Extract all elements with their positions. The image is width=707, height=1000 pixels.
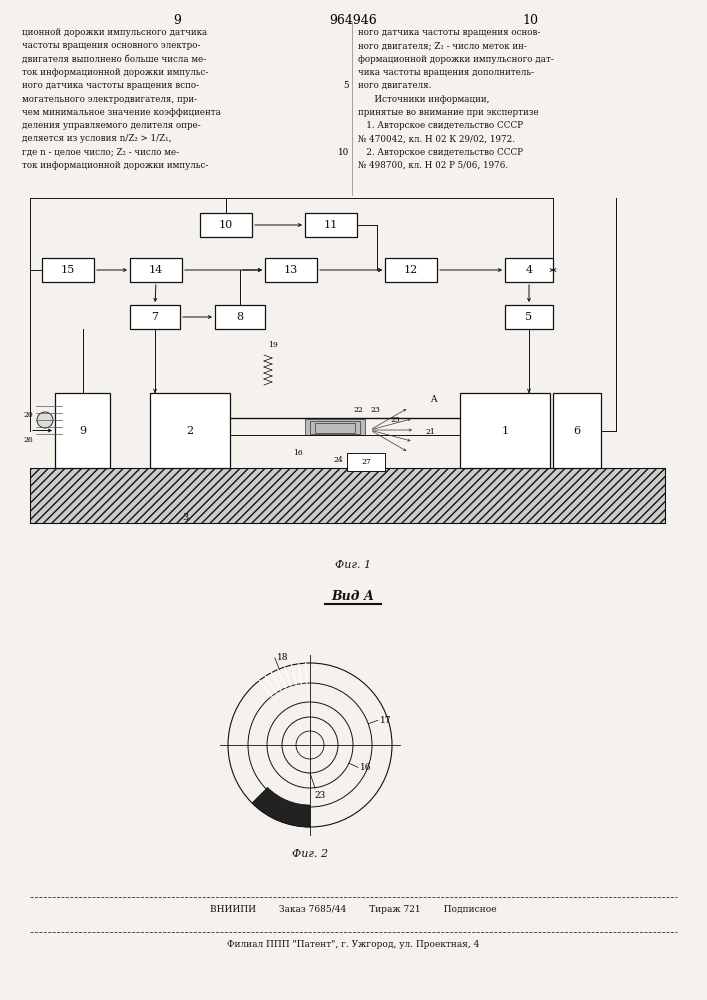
- Text: 16: 16: [360, 763, 372, 772]
- Text: 19: 19: [268, 341, 278, 349]
- Text: 10: 10: [219, 220, 233, 230]
- Text: Вид А: Вид А: [332, 590, 375, 603]
- Text: 23: 23: [315, 791, 326, 800]
- Bar: [310, 420, 360, 434]
- Bar: [30, 468, 665, 523]
- Text: ного двигателя; Z₁ - число меток ин-: ного двигателя; Z₁ - число меток ин-: [358, 41, 527, 50]
- Text: Фиг. 1: Фиг. 1: [335, 560, 371, 570]
- Text: A: A: [430, 395, 436, 404]
- Text: 3: 3: [182, 514, 188, 522]
- Text: двигателя выполнено больше числа ме-: двигателя выполнено больше числа ме-: [22, 55, 206, 64]
- Bar: [130, 258, 182, 282]
- Text: 17: 17: [380, 716, 391, 725]
- Bar: [200, 213, 252, 237]
- Text: № 498700, кл. Н 02 Р 5/06, 1976.: № 498700, кл. Н 02 Р 5/06, 1976.: [358, 161, 508, 170]
- Text: 14: 14: [149, 265, 163, 275]
- Text: 18: 18: [276, 653, 288, 662]
- Circle shape: [37, 412, 53, 428]
- Bar: [553, 393, 601, 468]
- Text: 11: 11: [324, 220, 338, 230]
- Text: 26: 26: [23, 436, 33, 444]
- Text: 10: 10: [338, 148, 349, 157]
- Text: 1: 1: [501, 426, 508, 436]
- Text: 5: 5: [525, 312, 532, 322]
- Text: принятые во внимание при экспертизе: принятые во внимание при экспертизе: [358, 108, 539, 117]
- Text: 16: 16: [293, 449, 303, 457]
- Bar: [347, 453, 385, 471]
- Text: 9: 9: [173, 14, 181, 27]
- Bar: [385, 258, 437, 282]
- Text: деляется из условия n/Z₂ > 1/Z₁,: деляется из условия n/Z₂ > 1/Z₁,: [22, 134, 172, 143]
- Bar: [42, 258, 94, 282]
- Text: ного датчика частоты вращения вспо-: ного датчика частоты вращения вспо-: [22, 81, 199, 90]
- Text: 964946: 964946: [329, 14, 377, 27]
- Text: 13: 13: [284, 265, 298, 275]
- Text: 27: 27: [361, 458, 371, 466]
- Text: ток информационной дорожки импульс-: ток информационной дорожки импульс-: [22, 161, 209, 170]
- Bar: [460, 393, 550, 468]
- Text: № 470042, кл. Н 02 К 29/02, 1972.: № 470042, кл. Н 02 К 29/02, 1972.: [358, 134, 515, 143]
- Text: деления управляемого делителя опре-: деления управляемого делителя опре-: [22, 121, 201, 130]
- Text: Филиал ППП "Патент", г. Ужгород, ул. Проектная, 4: Филиал ППП "Патент", г. Ужгород, ул. Про…: [227, 940, 479, 949]
- Bar: [55, 393, 110, 468]
- Text: 25: 25: [390, 416, 400, 424]
- Text: Источники информации,: Источники информации,: [358, 95, 489, 104]
- Text: частоты вращения основного электро-: частоты вращения основного электро-: [22, 41, 201, 50]
- Text: 8: 8: [236, 312, 244, 322]
- Text: 23: 23: [370, 406, 380, 414]
- Text: 1. Авторское свидетельство СССР: 1. Авторское свидетельство СССР: [358, 121, 523, 130]
- Text: 24: 24: [333, 456, 343, 464]
- Text: 2. Авторское свидетельство СССР: 2. Авторское свидетельство СССР: [358, 148, 523, 157]
- Text: 5: 5: [344, 81, 349, 90]
- Text: ВНИИПИ        Заказ 7685/44        Тираж 721        Подписное: ВНИИПИ Заказ 7685/44 Тираж 721 Подписное: [210, 905, 496, 914]
- Text: 22: 22: [353, 406, 363, 414]
- Bar: [305, 213, 357, 237]
- Text: 2: 2: [187, 426, 194, 436]
- Bar: [130, 305, 180, 329]
- Bar: [505, 305, 553, 329]
- Bar: [265, 258, 317, 282]
- Text: где n - целое число; Z₂ - число ме-: где n - целое число; Z₂ - число ме-: [22, 148, 179, 157]
- Text: формационной дорожки импульсного дат-: формационной дорожки импульсного дат-: [358, 55, 554, 64]
- Bar: [305, 418, 365, 434]
- Text: ного двигателя.: ного двигателя.: [358, 81, 431, 90]
- Text: 20: 20: [23, 411, 33, 419]
- Text: 12: 12: [404, 265, 418, 275]
- Text: 21: 21: [425, 428, 435, 436]
- Text: чем минимальное значение коэффициента: чем минимальное значение коэффициента: [22, 108, 221, 117]
- Bar: [150, 393, 230, 468]
- Text: ного датчика частоты вращения основ-: ного датчика частоты вращения основ-: [358, 28, 540, 37]
- Bar: [505, 258, 553, 282]
- Text: ционной дорожки импульсного датчика: ционной дорожки импульсного датчика: [22, 28, 207, 37]
- Bar: [215, 305, 265, 329]
- Text: могательного электродвигателя, при-: могательного электродвигателя, при-: [22, 95, 197, 104]
- Wedge shape: [252, 787, 310, 827]
- Text: ток информационной дорожки импульс-: ток информационной дорожки импульс-: [22, 68, 209, 77]
- Bar: [315, 422, 355, 432]
- Text: 9: 9: [79, 426, 86, 436]
- Text: 15: 15: [61, 265, 75, 275]
- Text: Фиг. 2: Фиг. 2: [292, 849, 328, 859]
- Text: 4: 4: [525, 265, 532, 275]
- Text: чика частоты вращения дополнитель-: чика частоты вращения дополнитель-: [358, 68, 534, 77]
- Text: 10: 10: [522, 14, 538, 27]
- Text: 7: 7: [151, 312, 158, 322]
- Text: 6: 6: [573, 426, 580, 436]
